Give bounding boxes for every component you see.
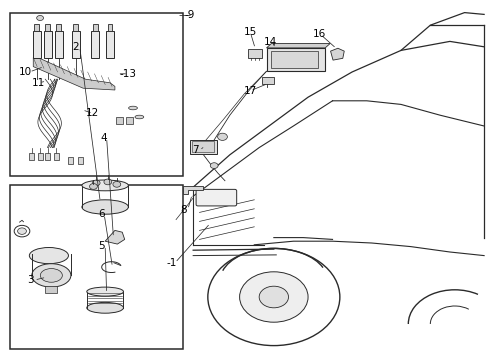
Ellipse shape — [87, 287, 123, 296]
Text: 17: 17 — [243, 86, 256, 96]
Polygon shape — [330, 48, 344, 60]
Text: 16: 16 — [312, 29, 325, 39]
Bar — [73, 24, 78, 31]
Text: 5: 5 — [98, 240, 104, 251]
Bar — [68, 157, 73, 164]
Bar — [91, 31, 99, 58]
Bar — [107, 24, 112, 31]
Ellipse shape — [32, 264, 71, 287]
Circle shape — [113, 181, 121, 187]
Circle shape — [239, 272, 307, 322]
Bar — [248, 49, 262, 58]
Text: 11: 11 — [32, 78, 45, 88]
Circle shape — [210, 163, 218, 168]
Bar — [116, 117, 123, 124]
Bar — [34, 24, 39, 31]
Circle shape — [104, 179, 112, 185]
Bar — [55, 31, 62, 58]
Bar — [10, 185, 183, 349]
Text: 12: 12 — [85, 108, 99, 118]
Text: -1: -1 — [166, 258, 176, 268]
Polygon shape — [33, 58, 115, 90]
Bar — [78, 157, 83, 164]
Bar — [29, 153, 34, 160]
Ellipse shape — [128, 106, 137, 110]
Text: -13: -13 — [120, 69, 137, 79]
Circle shape — [37, 15, 43, 21]
Polygon shape — [105, 230, 124, 244]
Ellipse shape — [29, 248, 68, 264]
Text: -9: -9 — [184, 10, 195, 20]
Text: 15: 15 — [243, 27, 256, 37]
Ellipse shape — [87, 302, 123, 313]
Polygon shape — [266, 44, 329, 48]
Text: 2: 2 — [72, 42, 79, 52]
Polygon shape — [183, 186, 203, 194]
Circle shape — [207, 248, 339, 346]
Circle shape — [92, 180, 100, 186]
Bar — [189, 140, 216, 154]
Circle shape — [89, 184, 97, 189]
Bar — [126, 117, 133, 124]
Text: 6: 6 — [98, 209, 104, 219]
Bar — [45, 153, 50, 160]
Bar — [45, 286, 57, 293]
Bar — [93, 24, 98, 31]
Bar — [261, 77, 273, 84]
Text: 4: 4 — [100, 132, 107, 143]
Bar — [192, 141, 214, 152]
Text: 8: 8 — [180, 204, 186, 215]
Circle shape — [14, 225, 30, 237]
Text: 14: 14 — [264, 37, 277, 48]
Bar — [38, 153, 42, 160]
Ellipse shape — [82, 180, 128, 191]
Bar — [106, 31, 114, 58]
Text: 7: 7 — [191, 145, 198, 156]
Ellipse shape — [135, 115, 143, 119]
Circle shape — [259, 286, 288, 308]
Bar — [56, 24, 61, 31]
Ellipse shape — [82, 200, 128, 214]
Bar — [44, 31, 52, 58]
Ellipse shape — [40, 269, 62, 282]
Text: 3: 3 — [27, 275, 34, 285]
FancyBboxPatch shape — [196, 189, 236, 206]
Bar — [271, 51, 317, 68]
Circle shape — [18, 228, 26, 234]
Bar — [72, 31, 80, 58]
Text: 10: 10 — [19, 67, 32, 77]
Bar — [33, 31, 41, 58]
Bar — [54, 153, 59, 160]
Bar — [10, 13, 183, 176]
Bar — [266, 48, 325, 71]
Bar — [45, 24, 50, 31]
Circle shape — [217, 133, 227, 140]
